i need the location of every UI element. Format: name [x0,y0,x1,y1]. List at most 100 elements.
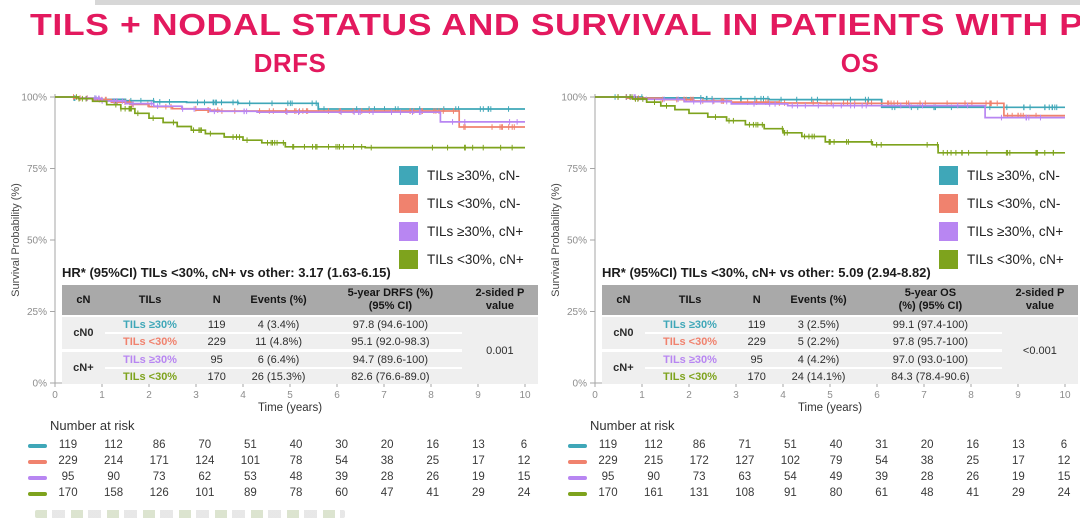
events-cell: 24 (14.1%) [778,367,859,384]
legend-label: TILs <30%, cN+ [427,251,524,267]
risk-count: 17 [1011,455,1025,467]
x-tick-label: 10 [519,390,531,401]
risk-count: 172 [689,455,709,467]
legend-label: TILs ≥30%, cN- [967,167,1060,183]
x-tick-label: 0 [592,390,598,401]
table-row: TILs <30% 170 24 (14.1%) 84.3 (78.4-90.6) [602,367,1078,384]
km-plot-os: 100% 75% 50% 25% 0% 0 1 2 3 4 5 6 7 8 9 10 [561,93,1071,401]
events-cell: 6 (6.4%) [238,349,319,368]
risk-count: 19 [471,471,485,483]
n-cell: 229 [195,332,239,351]
y-tick-label: 75% [27,164,47,175]
x-tick-label: 4 [240,390,246,401]
y-tick-label: 25% [27,307,47,318]
risk-count: 15 [517,471,531,483]
risk-count: 53 [243,471,257,483]
y-tick-label: 0% [33,379,48,390]
risk-count: 13 [1011,439,1025,451]
risk-count: 86 [152,439,166,451]
risk-count: 171 [149,455,169,467]
table-header-cell: 5-year DRFS (%) (95% CI) [319,285,462,316]
y-tick-label: 100% [21,93,47,104]
risk-count: 6 [520,439,528,451]
x-tick-label: 5 [287,390,293,401]
p-value-cell: 0.001 [461,315,538,384]
five-year-cell: 94.7 (89.6-100) [319,349,462,368]
table-header-row: cN TILs N Events (%) 5-year DRFS (%) (95% CI… [62,285,538,316]
risk-series-dash [28,476,47,480]
km-curve-3 [55,96,525,149]
risk-count: 73 [152,471,166,483]
risk-count: 78 [289,487,303,499]
risk-count: 112 [104,439,123,451]
tils-cell: TILs ≥30% [644,315,736,333]
risk-count: 17 [471,455,485,467]
events-cell: 11 (4.8%) [238,332,319,351]
risk-count: 108 [735,487,755,499]
risk-count: 54 [875,455,888,467]
risk-count: 90 [647,471,660,483]
table-header-cell: N [735,285,779,316]
risk-count: 20 [380,439,394,451]
risk-series-dash [28,460,47,464]
number-at-risk-row: 95 90 73 63 54 49 39 28 26 19 15 [548,470,1078,486]
cn-group-cell: cN0 [62,315,105,351]
x-axis-label: Time (years) [257,402,323,414]
x-axis-label: Time (years) [797,402,863,414]
x-tick-label: 1 [639,390,645,401]
km-plot-drfs: 100% 75% 50% 25% 0% 0 1 2 3 4 5 6 7 8 9 10 [21,93,531,401]
risk-count: 78 [289,455,303,467]
n-cell: 119 [195,315,239,333]
x-tick-label: 3 [193,390,199,401]
risk-count: 119 [598,439,618,451]
legend-swatch-teal [399,165,418,185]
five-year-cell: 95.1 (92.0-98.3) [319,332,462,351]
legend-swatch-green [399,249,418,269]
number-at-risk-row: 119 112 86 71 51 40 31 20 16 13 6 [548,438,1078,454]
legend-label: TILs ≥30%, cN+ [427,223,524,239]
number-at-risk-row: 170 161 131 108 91 80 61 48 41 29 24 [548,486,1078,502]
risk-count: 49 [829,471,843,483]
legend-label: TILs <30%, cN- [427,195,521,211]
risk-count: 86 [692,439,706,451]
hazard-ratio-text: HR* (95%CI) TILs <30%, cN+ vs other: 3.1… [62,265,391,280]
km-curve-2 [55,96,525,123]
table-header-cell: TILs [644,285,736,316]
risk-count: 28 [920,471,934,483]
x-tick-label: 10 [1059,390,1071,401]
table-row: cN0 TILs ≥30% 119 4 (3.4%) 97.8 (94.6-100) 0.… [62,315,538,384]
x-tick-label: 4 [780,390,786,401]
y-tick-label: 0% [573,379,588,390]
legend-item: TILs ≥30%, cN- [399,165,524,185]
legend-swatch-green [939,249,958,269]
table-row: TILs <30% 170 26 (15.3%) 82.6 (76.6-89.0) [62,367,538,384]
risk-count: 112 [644,439,663,451]
legend-item: TILs <30%, cN- [399,193,524,213]
tils-cell: TILs ≥30% [104,315,196,333]
summary-table: cN TILs N Events (%) 5-year OS (%) (95% CI) 2… [602,285,1078,384]
x-tick-label: 9 [475,390,481,401]
legend-item: TILs <30%, cN+ [399,249,524,269]
risk-series-dash [568,492,587,496]
risk-count: 19 [1011,471,1025,483]
risk-count: 101 [195,487,215,499]
five-year-cell: 99.1 (97.4-100) [859,315,1002,333]
number-at-risk-block: Number at risk 119 112 86 70 51 40 30 20 16 13 6 22… [8,418,538,502]
panel-drfs: DRFS Survival Probability (%) 100% 75% 50%… [0,45,540,518]
summary-table-wrap: cN TILs N Events (%) 5-year DRFS (%) (95% CI… [62,285,538,384]
table-header-cell: 2-sided P value [1001,285,1078,316]
km-curve-3 [595,96,1065,154]
risk-count: 28 [380,471,394,483]
legend-swatch-teal [939,165,958,185]
risk-count: 47 [380,487,394,499]
risk-count: 6 [1060,439,1068,451]
number-at-risk-title: Number at risk [590,418,675,433]
risk-series-dash [568,460,587,464]
panel-os: OS Survival Probability (%) 100% 75% 50% 25… [540,45,1080,518]
risk-count: 12 [1057,455,1071,467]
hazard-ratio-text: HR* (95%CI) TILs <30%, cN+ vs other: 5.0… [602,265,931,280]
risk-count: 63 [738,471,752,483]
x-tick-label: 7 [921,390,927,401]
risk-count: 48 [289,471,303,483]
